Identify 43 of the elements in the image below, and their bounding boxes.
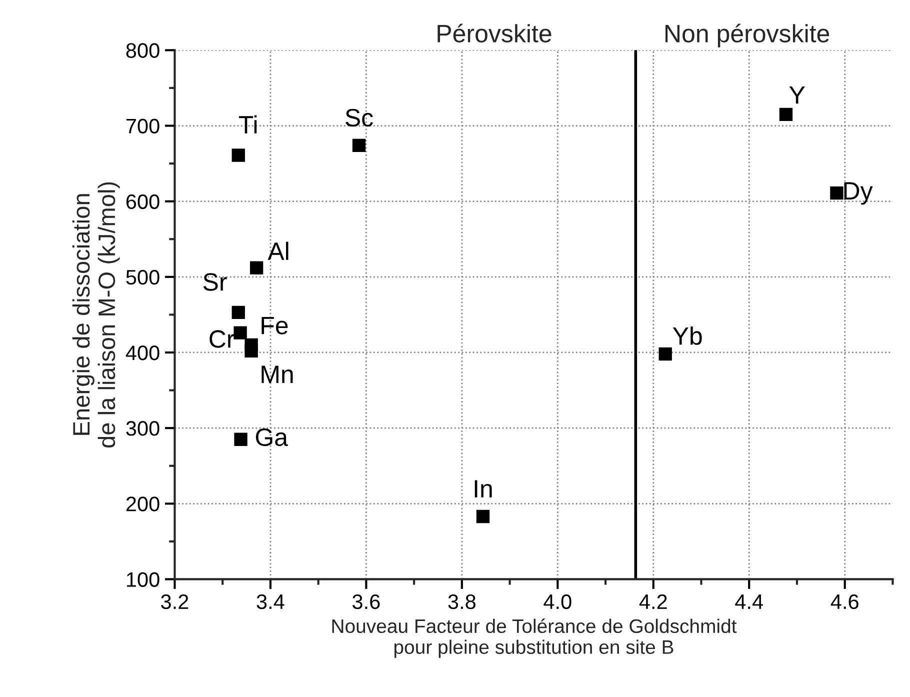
point	[352, 138, 366, 152]
point	[244, 344, 258, 358]
point	[234, 432, 248, 446]
annotation: Yb	[672, 326, 702, 345]
point	[658, 347, 672, 361]
y-tick-label: 100	[126, 572, 160, 587]
x-tick-label: 3.6	[352, 594, 380, 610]
annotation: Al	[268, 242, 288, 260]
x-tick-label: 3.4	[256, 594, 284, 610]
annotation: In	[474, 480, 492, 498]
y-tick-label: 700	[126, 118, 160, 134]
x-tick-label: 3.8	[448, 594, 476, 610]
y-tick-label: 400	[126, 345, 160, 360]
annotation: Sc	[346, 108, 373, 127]
y-tick-label: 500	[126, 270, 160, 285]
point	[476, 510, 490, 524]
y-tick-label: 300	[126, 421, 160, 436]
annotation: Y	[789, 86, 805, 104]
annotation: Ti	[238, 115, 257, 134]
y-tick-label: 600	[126, 194, 160, 210]
point	[250, 261, 264, 274]
y-tick-label: 200	[126, 496, 160, 512]
x-tick-label: 4.2	[639, 594, 667, 609]
y-axis-title: Energie de dissociation de la liaison M-O (kJ/mol)	[72, 182, 120, 448]
x-tick-label: 3.2	[161, 594, 188, 610]
x-axis-title: Nouveau Facteur de Tolérance de Goldschmidt pour pleine substitution en site B	[332, 618, 737, 658]
point	[232, 306, 245, 320]
point	[232, 148, 245, 162]
annotation: Mn	[262, 366, 293, 383]
annotation: Ga	[256, 428, 288, 446]
text: Non pérovskite	[666, 24, 830, 48]
point	[830, 186, 844, 200]
x-tick-label: 4.4	[735, 594, 763, 609]
annotation: Dy	[844, 182, 873, 205]
y-tick-label: 800	[126, 43, 160, 58]
point	[234, 326, 247, 340]
annotation: Sr	[203, 273, 227, 291]
x-tick-label: 4.6	[830, 594, 858, 610]
annotation: Fe	[262, 316, 288, 334]
text: Pérovskite	[438, 24, 552, 42]
annotation: Cr	[210, 330, 234, 348]
x-tick-label: 4.0	[544, 594, 572, 610]
point	[779, 108, 793, 122]
